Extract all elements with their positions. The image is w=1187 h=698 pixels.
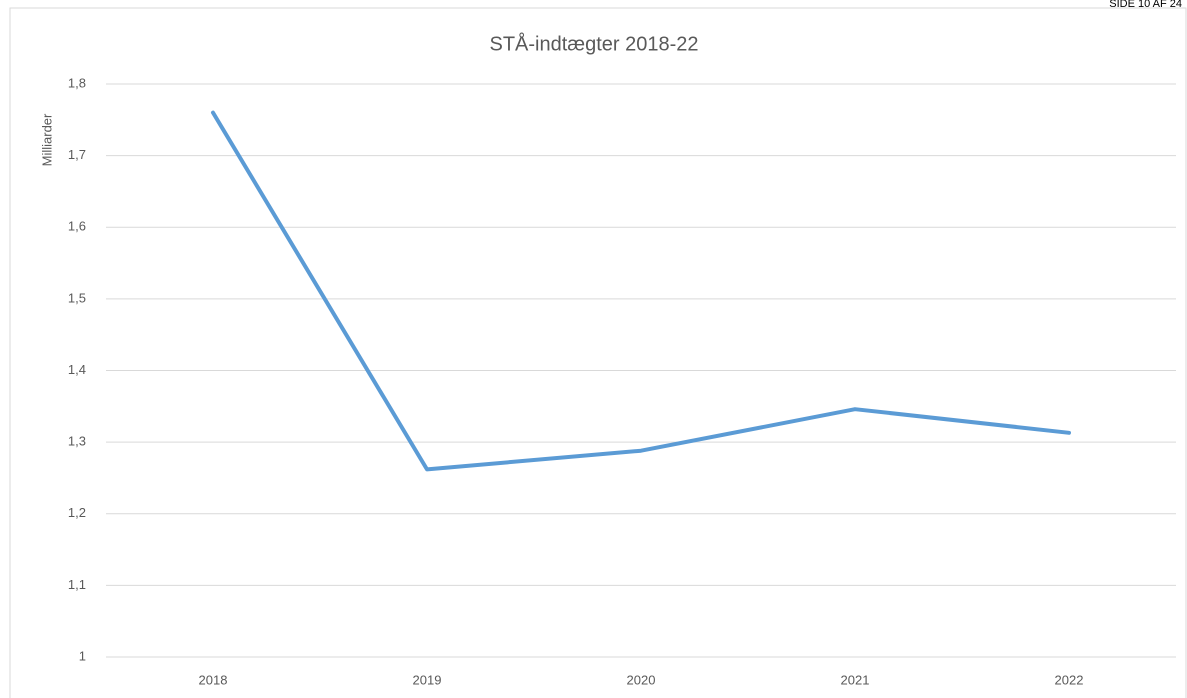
y-tick-label: 1,4 [68, 362, 86, 377]
chart-frame [9, 7, 1187, 698]
y-tick-label: 1,7 [68, 147, 86, 162]
y-tick-label: 1,8 [68, 75, 86, 90]
y-tick-label: 1,3 [68, 434, 86, 449]
y-tick-label: 1,6 [68, 219, 86, 234]
x-tick-label: 2022 [1055, 672, 1084, 687]
y-tick-label: 1,2 [68, 505, 86, 520]
page-header: SIDE 10 AF 24 [1109, 0, 1182, 10]
y-tick-label: 1,1 [68, 577, 86, 592]
x-tick-label: 2019 [413, 672, 442, 687]
x-tick-label: 2020 [627, 672, 656, 687]
y-tick-label: 1,5 [68, 290, 86, 305]
x-tick-label: 2018 [199, 672, 228, 687]
x-tick-label: 2021 [841, 672, 870, 687]
chart-title: STÅ-indtægter 2018-22 [489, 32, 698, 55]
y-axis-label: Milliarder [39, 113, 54, 166]
data-line [211, 110, 1071, 472]
y-tick-label: 1 [79, 648, 86, 663]
